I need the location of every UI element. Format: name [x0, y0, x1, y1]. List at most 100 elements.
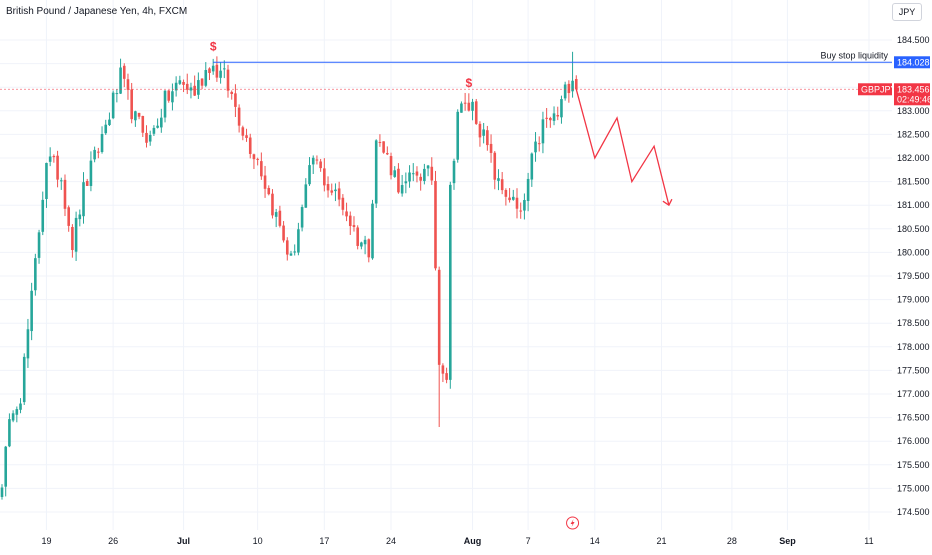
- last-price-tag: [894, 83, 930, 106]
- candle-body: [185, 83, 189, 90]
- candle-body: [482, 129, 485, 136]
- candle-body: [519, 210, 522, 212]
- lightning-bolt: [570, 519, 575, 527]
- candle-body: [345, 211, 348, 217]
- candle-body: [100, 134, 104, 152]
- candle-body: [334, 189, 337, 192]
- candle-body: [504, 190, 508, 197]
- symbol-tag-text: GBPJPY: [861, 84, 897, 94]
- candle-body: [337, 188, 341, 200]
- candle-body: [63, 179, 67, 209]
- x-tick-label: Sep: [779, 536, 796, 546]
- x-tick-label: Aug: [464, 536, 482, 546]
- y-tick-label: 177.000: [897, 389, 930, 399]
- candle-body: [374, 140, 378, 204]
- candle-body: [0, 487, 4, 497]
- candle-body: [363, 239, 367, 245]
- axes: 174.500 175.000 175.500 176.000 176.500 177.0…: [41, 35, 932, 546]
- candle-body: [326, 184, 330, 191]
- candle-body: [515, 197, 519, 209]
- candle-body: [122, 65, 126, 79]
- candle-body: [500, 179, 504, 191]
- candle-body: [563, 84, 567, 99]
- candle-body: [26, 329, 30, 359]
- candle-body: [311, 157, 315, 165]
- candle-body: [549, 118, 552, 121]
- y-tick-label: 180.000: [897, 247, 930, 257]
- candle-body: [511, 196, 515, 200]
- candle-body: [408, 172, 411, 182]
- candle-body: [486, 130, 489, 146]
- candle-body: [160, 117, 163, 128]
- candle-body: [478, 123, 482, 138]
- candle-body: [415, 171, 419, 176]
- dollar-marker: $: [465, 76, 472, 90]
- candle-body: [400, 185, 404, 194]
- candle-body: [126, 79, 130, 90]
- candle-body: [278, 210, 282, 226]
- candle-body: [78, 214, 82, 220]
- candle-body: [174, 82, 178, 91]
- candle-body: [119, 67, 122, 94]
- candle-body: [300, 207, 304, 228]
- candle-body: [404, 181, 408, 184]
- candle-body: [360, 242, 363, 247]
- symbol-tag: [858, 83, 892, 96]
- candle-body: [193, 85, 196, 96]
- candle-body: [297, 229, 300, 253]
- candle-body: [271, 193, 274, 216]
- candle-body: [52, 156, 56, 158]
- last-price-text: 183.456: [897, 84, 930, 94]
- x-tick-label: 11: [864, 536, 873, 546]
- candle-body: [460, 103, 463, 113]
- candle-body: [34, 258, 37, 291]
- candle-body: [245, 135, 248, 138]
- x-tick-label: 26: [108, 536, 118, 546]
- candle-body: [449, 184, 452, 380]
- candle-body: [252, 154, 256, 160]
- candle-body: [552, 113, 556, 121]
- candle-body: [11, 413, 15, 421]
- projection-path: [575, 89, 670, 206]
- candle-body: [274, 212, 278, 217]
- candle-body: [352, 225, 356, 227]
- candle-body: [237, 107, 241, 126]
- candle-body: [441, 365, 445, 374]
- candle-body: [497, 178, 500, 181]
- annotation-buy-stop: Buy stop liquidity: [820, 50, 888, 60]
- projection-arrowhead: [662, 198, 673, 207]
- candle-body: [267, 187, 271, 195]
- candle-body: [108, 119, 111, 126]
- candle-body: [534, 141, 537, 153]
- candle-body: [434, 180, 437, 269]
- candle-body: [341, 197, 345, 210]
- candle-body: [82, 182, 85, 217]
- candle-body: [560, 99, 563, 118]
- candle-body: [463, 102, 467, 104]
- candle-body: [304, 184, 308, 208]
- candle-body: [204, 70, 208, 86]
- candle-body: [241, 127, 245, 136]
- candle-body: [556, 114, 560, 117]
- candle-body: [178, 80, 182, 84]
- candle-body: [574, 79, 578, 90]
- y-tick-label: 178.000: [897, 342, 930, 352]
- y-tick-label: 184.500: [897, 35, 930, 45]
- x-tick-label: 21: [656, 536, 666, 546]
- candle-body: [163, 90, 167, 118]
- grid: [0, 0, 892, 530]
- candle-body: [430, 166, 434, 181]
- y-tick-label: 177.500: [897, 365, 930, 375]
- currency-button[interactable]: JPY: [892, 3, 922, 21]
- y-tick-label: 174.500: [897, 507, 930, 517]
- candle-body: [419, 176, 422, 181]
- candle-body: [30, 290, 33, 332]
- candle-body: [382, 141, 385, 153]
- chart-title: British Pound / Japanese Yen, 4h, FXCM: [6, 6, 188, 17]
- y-tick-label: 181.500: [897, 177, 930, 187]
- candle-body: [226, 69, 230, 91]
- candle-body: [8, 419, 11, 447]
- candle-body: [474, 101, 478, 124]
